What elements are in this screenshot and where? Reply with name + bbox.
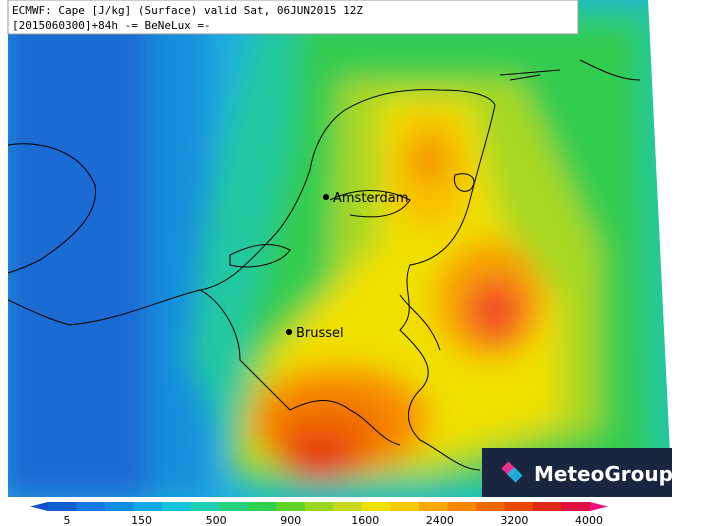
- header-line: ECMWF: Cape [J/kg] (Surface) valid Sat, …: [12, 4, 363, 17]
- colorbar-segment: [219, 502, 249, 511]
- colorbar-label: 500: [206, 514, 227, 526]
- colorbar-label: 900: [280, 514, 301, 526]
- colorbar-segment: [48, 502, 78, 511]
- colorbar-segment: [76, 502, 106, 511]
- colorbar-label: 3200: [500, 514, 528, 526]
- colorbar-arrow: [590, 502, 608, 511]
- header-box: [7, 0, 579, 35]
- colorbar-label: 4000: [575, 514, 603, 526]
- city-marker: [286, 329, 292, 335]
- city-label: Brussel: [296, 326, 344, 341]
- colorbar-segment: [447, 502, 477, 511]
- colorbar-segment: [276, 502, 306, 511]
- city-label: Amsterdam: [333, 191, 408, 206]
- logo-text: MeteoGroup: [534, 462, 673, 486]
- colorbar-segment: [361, 502, 391, 511]
- colorbar-segment: [133, 502, 163, 511]
- header-line: [2015060300]+84h -= BeNeLux =-: [12, 19, 211, 32]
- colorbar-segment: [190, 502, 220, 511]
- colorbar-segment: [333, 502, 363, 511]
- cities: Amsterdam Brussel: [286, 191, 408, 341]
- colorbar-segment: [418, 502, 448, 511]
- coastlines: [8, 59, 641, 471]
- colorbar-label: 150: [131, 514, 152, 526]
- colorbar-label: 1600: [351, 514, 379, 526]
- city-marker: [323, 194, 329, 200]
- colorbar-segment: [504, 502, 534, 511]
- colorbar-segment: [105, 502, 135, 511]
- colorbar-segment: [247, 502, 277, 511]
- colorbar-segment: [532, 502, 562, 511]
- colorbar-segment: [304, 502, 334, 511]
- colorbar-label: 5: [64, 514, 71, 526]
- colorbar-label: 2400: [426, 514, 454, 526]
- colorbar-segment: [475, 502, 505, 511]
- cape-field: [8, 0, 672, 497]
- colorbar-segment: [162, 502, 192, 511]
- colorbar-segment: [561, 502, 591, 511]
- colorbar-segment: [390, 502, 420, 511]
- colorbar: 5 150 500 900 1600 2400 3200 4000: [30, 502, 608, 526]
- colorbar-arrow: [30, 502, 48, 511]
- logo-icon: [501, 461, 523, 483]
